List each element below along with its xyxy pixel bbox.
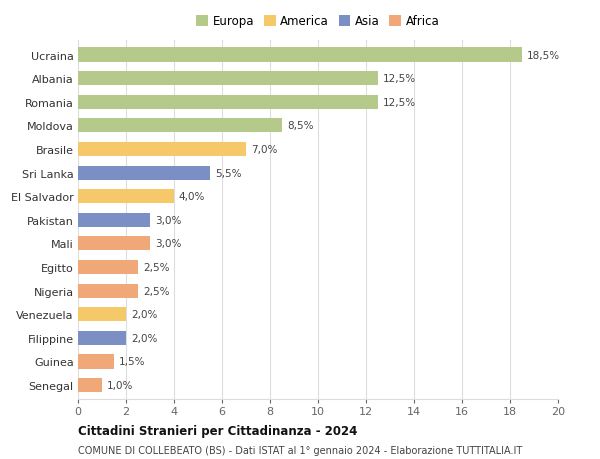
Text: COMUNE DI COLLEBEATO (BS) - Dati ISTAT al 1° gennaio 2024 - Elaborazione TUTTITA: COMUNE DI COLLEBEATO (BS) - Dati ISTAT a…: [78, 445, 522, 455]
Bar: [78, 331, 126, 345]
Text: 7,0%: 7,0%: [251, 145, 277, 155]
Bar: [78, 284, 138, 298]
Text: 3,0%: 3,0%: [155, 215, 181, 225]
Text: 12,5%: 12,5%: [383, 74, 416, 84]
Text: 5,5%: 5,5%: [215, 168, 241, 178]
Bar: [78, 143, 246, 157]
Bar: [78, 119, 282, 133]
Bar: [78, 354, 114, 369]
Legend: Europa, America, Asia, Africa: Europa, America, Asia, Africa: [196, 15, 440, 28]
Text: 2,5%: 2,5%: [143, 263, 169, 273]
Text: 18,5%: 18,5%: [527, 50, 560, 61]
Bar: [78, 260, 138, 274]
Bar: [78, 308, 126, 322]
Text: 12,5%: 12,5%: [383, 98, 416, 107]
Bar: [78, 72, 378, 86]
Text: 3,0%: 3,0%: [155, 239, 181, 249]
Text: 1,0%: 1,0%: [107, 380, 133, 390]
Bar: [78, 48, 522, 62]
Text: 4,0%: 4,0%: [179, 192, 205, 202]
Bar: [78, 213, 150, 227]
Bar: [78, 237, 150, 251]
Text: Cittadini Stranieri per Cittadinanza - 2024: Cittadini Stranieri per Cittadinanza - 2…: [78, 425, 358, 437]
Text: 2,0%: 2,0%: [131, 309, 157, 319]
Bar: [78, 378, 102, 392]
Bar: [78, 166, 210, 180]
Bar: [78, 95, 378, 110]
Text: 8,5%: 8,5%: [287, 121, 313, 131]
Text: 1,5%: 1,5%: [119, 357, 145, 367]
Text: 2,5%: 2,5%: [143, 286, 169, 296]
Text: 2,0%: 2,0%: [131, 333, 157, 343]
Bar: [78, 190, 174, 204]
